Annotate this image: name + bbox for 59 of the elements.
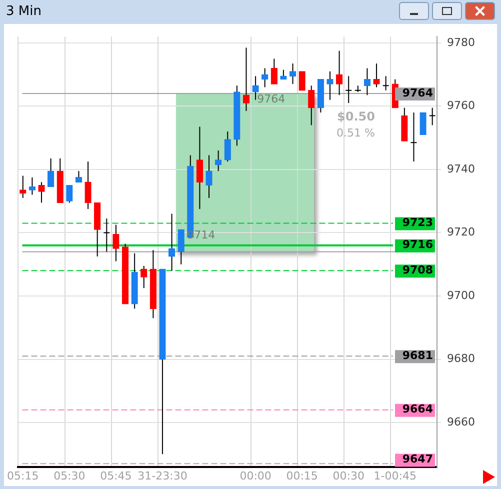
y-tick-label: 9740 <box>447 162 475 176</box>
candlestick <box>382 76 390 91</box>
candlestick <box>345 76 352 104</box>
ref-line-label: 9723 <box>402 216 433 230</box>
x-tick-label: 05:30 <box>54 469 86 482</box>
x-tick-label: 1-00:45 <box>374 469 416 482</box>
candlestick <box>336 50 343 96</box>
y-tick-label: 9660 <box>447 415 475 428</box>
y-tick-label: 9700 <box>447 288 475 302</box>
candlestick <box>168 213 176 272</box>
candlestick <box>373 62 380 88</box>
candlestick <box>252 76 259 100</box>
x-tick-label: 05:45 <box>100 469 132 482</box>
candlestick <box>112 224 120 262</box>
candlestick <box>410 112 418 162</box>
x-tick-label: 31-23:30 <box>138 469 188 482</box>
candlestick <box>289 62 296 85</box>
candlestick <box>140 265 148 289</box>
candlestick <box>103 218 110 252</box>
candlestick <box>298 70 306 91</box>
y-tick-label: 9760 <box>447 99 475 112</box>
candlestick <box>75 170 82 183</box>
candlestick <box>196 126 204 210</box>
candlestick <box>84 161 92 210</box>
candlestick <box>20 175 26 198</box>
candlestick <box>364 68 371 96</box>
x-tick-label: 00:15 <box>286 469 318 482</box>
ref-line-label: 9664 <box>402 402 434 416</box>
annotation: 9764 <box>257 92 286 106</box>
y-tick-label: 9780 <box>447 36 475 49</box>
ref-line-label: 9764 <box>402 86 434 100</box>
annotation: 9714 <box>187 228 216 242</box>
x-tick-label: 05:15 <box>7 469 39 482</box>
candlestick <box>326 70 334 100</box>
ref-line-label: 9681 <box>402 348 433 362</box>
candlestick <box>401 107 408 142</box>
candlestick <box>224 130 231 162</box>
candlestick <box>420 112 426 135</box>
x-tick-label: 00:30 <box>332 469 364 482</box>
candlestick <box>308 85 315 126</box>
annotation: $0.50 <box>337 110 375 124</box>
ref-line-label: 9716 <box>402 238 434 252</box>
candlestick <box>214 150 222 172</box>
y-tick-label: 9720 <box>447 226 475 239</box>
candlestick <box>38 182 45 204</box>
ref-line-label: 9708 <box>402 264 433 277</box>
candlestick <box>242 47 250 112</box>
candlestick <box>270 58 278 85</box>
candlestick <box>66 184 73 204</box>
candlestick <box>47 158 54 188</box>
candlestick <box>262 68 268 88</box>
ref-line-label: 9647 <box>402 452 433 466</box>
y-tick-label: 9680 <box>447 352 475 366</box>
candlestick <box>28 176 36 196</box>
candlestick <box>178 229 184 265</box>
chart-title: 3 Min <box>6 4 42 18</box>
annotation: 0.51 % <box>336 126 375 140</box>
x-tick-label: 00:00 <box>240 469 272 482</box>
candlestick <box>206 154 212 198</box>
